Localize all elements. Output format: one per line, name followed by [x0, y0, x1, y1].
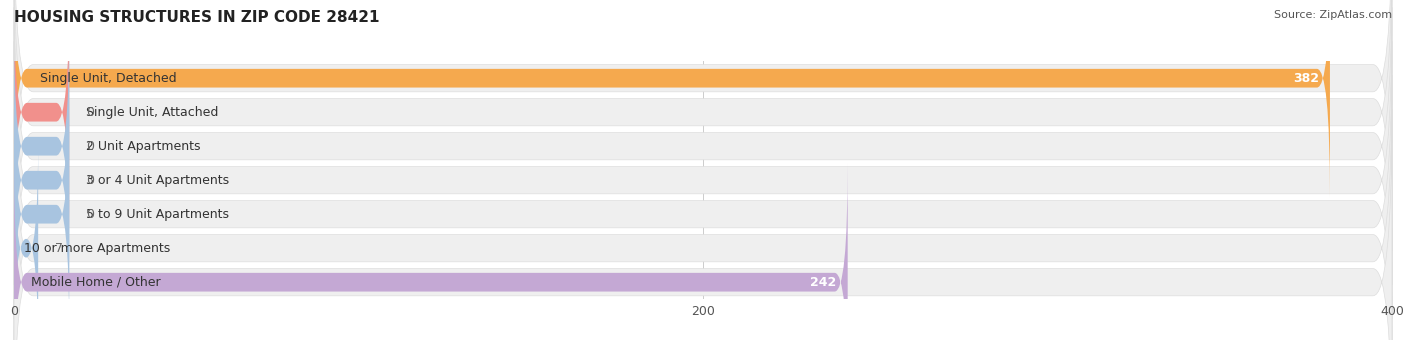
FancyBboxPatch shape [14, 0, 1392, 285]
Text: 2 Unit Apartments: 2 Unit Apartments [86, 140, 200, 153]
FancyBboxPatch shape [14, 0, 1330, 197]
FancyBboxPatch shape [14, 139, 38, 340]
Text: 0: 0 [86, 208, 94, 221]
Text: 10 or more Apartments: 10 or more Apartments [24, 242, 170, 255]
Text: 3 or 4 Unit Apartments: 3 or 4 Unit Apartments [86, 174, 229, 187]
FancyBboxPatch shape [14, 0, 1392, 251]
FancyBboxPatch shape [14, 95, 69, 333]
Text: Source: ZipAtlas.com: Source: ZipAtlas.com [1274, 10, 1392, 20]
Text: 5 to 9 Unit Apartments: 5 to 9 Unit Apartments [86, 208, 229, 221]
FancyBboxPatch shape [14, 109, 1392, 340]
FancyBboxPatch shape [14, 75, 1392, 340]
FancyBboxPatch shape [14, 7, 1392, 340]
Text: Single Unit, Detached: Single Unit, Detached [41, 72, 177, 85]
FancyBboxPatch shape [14, 0, 69, 231]
FancyBboxPatch shape [14, 61, 69, 299]
Text: 0: 0 [86, 174, 94, 187]
FancyBboxPatch shape [14, 0, 1392, 319]
Text: 242: 242 [810, 276, 837, 289]
Text: Mobile Home / Other: Mobile Home / Other [31, 276, 160, 289]
Text: 0: 0 [86, 140, 94, 153]
Text: 0: 0 [86, 106, 94, 119]
Text: 7: 7 [55, 242, 63, 255]
Text: Single Unit, Attached: Single Unit, Attached [86, 106, 218, 119]
FancyBboxPatch shape [14, 27, 69, 265]
FancyBboxPatch shape [14, 41, 1392, 340]
FancyBboxPatch shape [14, 163, 848, 340]
Text: HOUSING STRUCTURES IN ZIP CODE 28421: HOUSING STRUCTURES IN ZIP CODE 28421 [14, 10, 380, 25]
Text: 382: 382 [1294, 72, 1319, 85]
